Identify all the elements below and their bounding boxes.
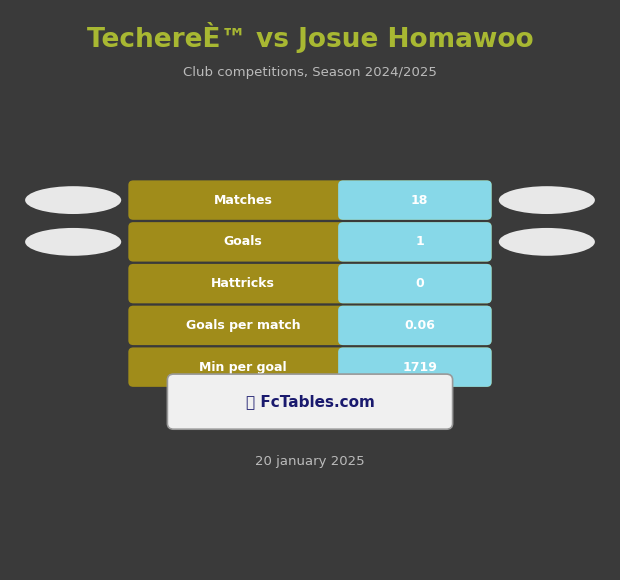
FancyBboxPatch shape xyxy=(128,222,492,262)
Text: 1: 1 xyxy=(415,235,424,248)
Bar xyxy=(343,352,355,382)
FancyBboxPatch shape xyxy=(167,374,453,429)
Text: 1719: 1719 xyxy=(402,361,437,374)
Bar xyxy=(343,227,355,257)
FancyBboxPatch shape xyxy=(128,264,492,303)
FancyBboxPatch shape xyxy=(338,347,492,387)
Bar xyxy=(343,310,355,340)
Text: TechereÈ™ vs Josue Homawoo: TechereÈ™ vs Josue Homawoo xyxy=(87,22,533,53)
FancyBboxPatch shape xyxy=(128,180,492,220)
Bar xyxy=(343,269,355,299)
FancyBboxPatch shape xyxy=(128,347,492,387)
Text: Goals per match: Goals per match xyxy=(185,319,300,332)
FancyBboxPatch shape xyxy=(338,306,492,345)
FancyBboxPatch shape xyxy=(338,222,492,262)
Text: 0.06: 0.06 xyxy=(404,319,435,332)
FancyBboxPatch shape xyxy=(338,264,492,303)
FancyBboxPatch shape xyxy=(128,306,492,345)
FancyBboxPatch shape xyxy=(338,180,492,220)
Text: 0: 0 xyxy=(415,277,424,290)
Text: 20 january 2025: 20 january 2025 xyxy=(255,455,365,467)
Text: Goals: Goals xyxy=(223,235,262,248)
Ellipse shape xyxy=(25,186,121,214)
Text: Min per goal: Min per goal xyxy=(199,361,286,374)
Text: Hattricks: Hattricks xyxy=(211,277,275,290)
Bar xyxy=(343,185,355,215)
Text: Matches: Matches xyxy=(213,194,272,206)
Ellipse shape xyxy=(25,228,121,256)
Ellipse shape xyxy=(498,186,595,214)
Ellipse shape xyxy=(498,228,595,256)
Text: 📊 FcTables.com: 📊 FcTables.com xyxy=(246,394,374,409)
Text: 18: 18 xyxy=(411,194,428,206)
Text: Club competitions, Season 2024/2025: Club competitions, Season 2024/2025 xyxy=(183,66,437,79)
